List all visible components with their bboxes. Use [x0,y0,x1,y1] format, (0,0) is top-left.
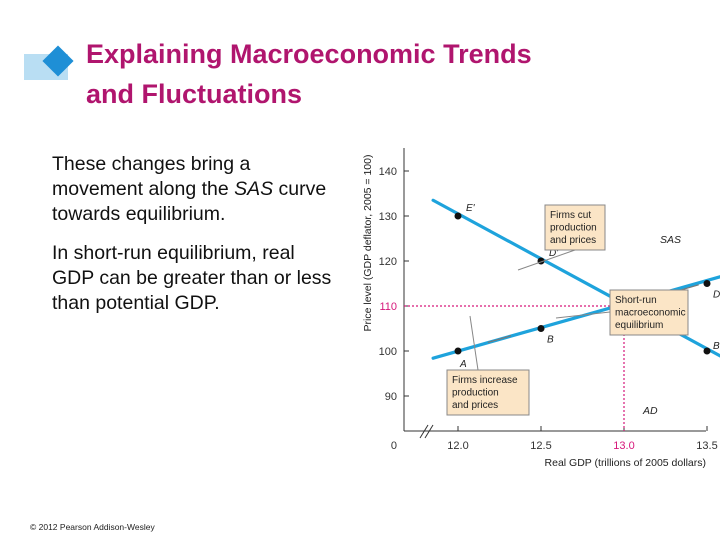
paragraph-2: In short-run equilibrium, real GDP can b… [52,242,332,314]
annotation-text-line: Short-run [615,295,657,306]
y-tick-label-zero: 0 [391,440,397,452]
point-label-E-prime: E' [466,203,476,214]
annotation-text-line: Firms increase [452,375,518,386]
y-tick-label-140: 140 [379,166,397,178]
x-tick-label-13.0: 13.0 [613,440,634,452]
series-label-ad: AD [642,405,658,417]
annotation-text-line: macroeconomic [615,308,686,319]
point-label-B-prime: B' [713,341,720,352]
paragraph-1-end: curve towards equilibrium. [52,178,327,225]
y-tick-label-130: 130 [379,211,397,223]
x-tick-label-12.5: 12.5 [530,440,551,452]
annotation-leader-line [469,315,479,371]
point-D [703,280,711,287]
y-tick-label-100: 100 [379,346,397,358]
y-tick-label-110: 110 [379,301,397,313]
slide-title: Explaining Macroeconomic Trends and Fluc… [86,34,686,114]
x-tick-label-12.0: 12.0 [447,440,468,452]
series-label-sas: SAS [660,234,681,246]
annotation-text-line: and prices [452,400,498,411]
body-text: These changes bring a movement along the… [52,152,332,330]
copyright-footer: © 2012 Pearson Addison-Wesley [30,522,155,532]
paragraph-1-start: These changes bring a movement along the [52,153,251,200]
point-A [454,347,462,355]
annotation-box [544,204,606,251]
annotation-text-line: production [550,223,597,234]
movement-arrow-lower [487,335,512,344]
title-line-2: and Fluctuations [86,79,302,109]
annotation-box [446,369,530,416]
annotation-text-line: production [452,388,499,399]
axis-break-mark [419,424,429,439]
paragraph-1-italic: SAS [234,178,274,200]
annotation-text-line: and prices [550,235,596,246]
x-axis-title: Real GDP (trillions of 2005 dollars) [545,457,706,469]
annotation-leader-line [517,249,576,271]
point-B-prime [703,347,711,355]
title-line-1: Explaining Macroeconomic Trends [86,39,532,69]
point-B [537,325,545,332]
point-label-A: A [459,359,467,370]
axis-break-mark [424,424,434,439]
paragraph-1: These changes bring a movement along the… [52,152,332,227]
point-label-B: B [547,335,554,346]
y-tick-label-90: 90 [385,391,397,403]
annotation-box [609,289,689,336]
annotation-leader-line [555,311,611,319]
point-label-D-prime: D' [549,248,559,259]
point-E-prime [454,212,462,220]
point-label-D: D [713,290,720,301]
annotation-text-line: Firms cut [550,210,591,221]
y-tick-label-120: 120 [379,256,397,268]
annotation-text-line: equilibrium [615,320,663,331]
x-tick-label-13.5: 13.5 [696,440,717,452]
y-axis-title: Price level (GDP deflator, 2005 = 100) [362,155,374,332]
